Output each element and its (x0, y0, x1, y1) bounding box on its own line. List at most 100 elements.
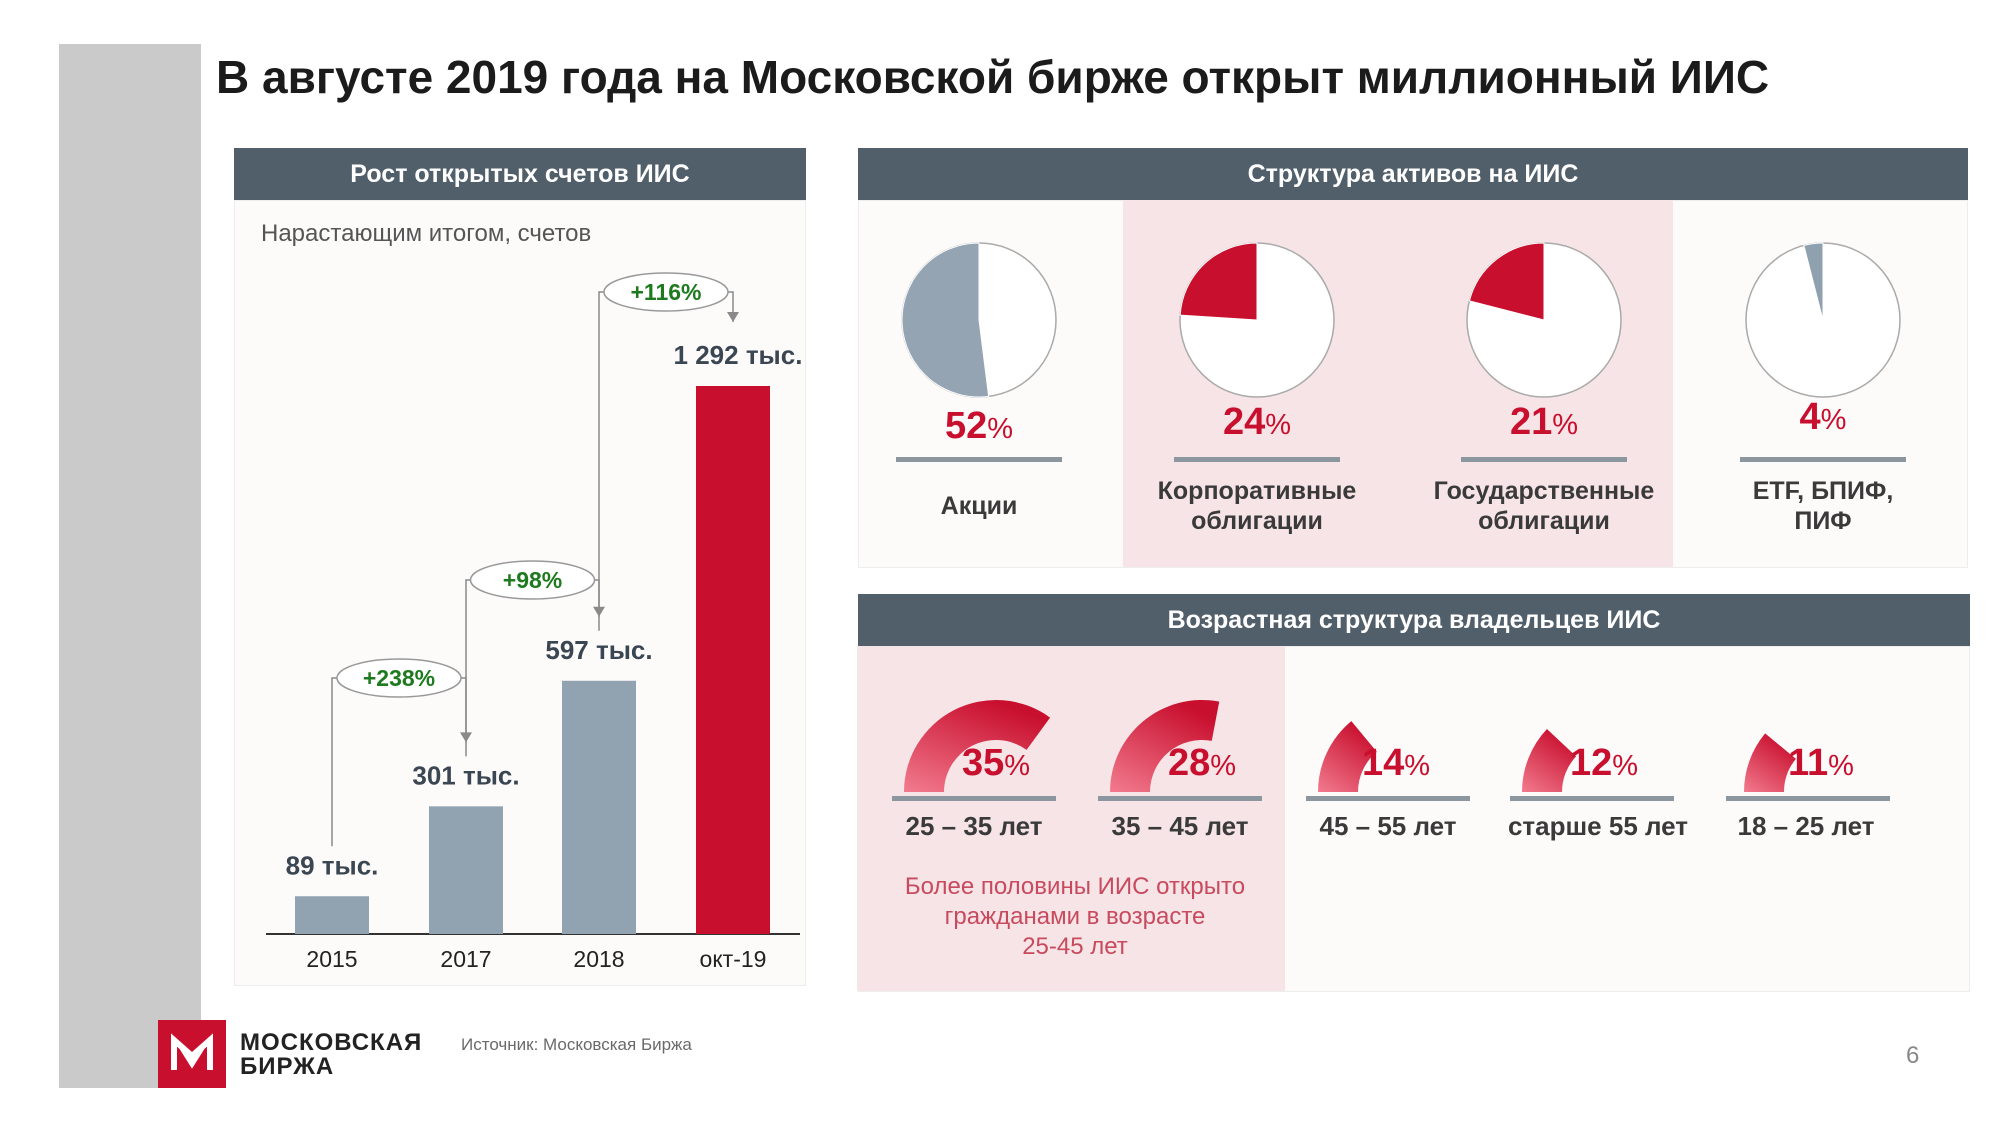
assets-pie-charts (901, 242, 1901, 398)
pie-slice (901, 242, 990, 398)
age-label: 18 – 25 лет (1737, 811, 1875, 841)
age-value-percent: % (1612, 750, 1639, 782)
asset-label-line: Государственные (1433, 477, 1655, 505)
growth-label: +116% (631, 279, 702, 305)
age-value-percent: % (1210, 750, 1237, 782)
asset-value-number: 52 (944, 405, 988, 447)
age-arc (1110, 700, 1220, 792)
age-value-number: 35 (962, 742, 1005, 784)
bar (295, 896, 369, 934)
bar-value-label: 597 тыс. (545, 635, 652, 665)
asset-divider (1461, 457, 1627, 462)
growth-badge (469, 560, 596, 600)
asset-value: 24% (1157, 401, 1357, 444)
asset-value: 21% (1444, 401, 1644, 444)
age-note-line: 25-45 лет (1022, 933, 1128, 960)
age-divider (1306, 796, 1470, 801)
asset-divider (1174, 457, 1340, 462)
age-value-percent: % (1404, 750, 1431, 782)
age-note: Более половины ИИС открыто гражданами в … (870, 872, 1280, 962)
asset-label-line: облигации (1191, 507, 1323, 535)
age-note-line: Более половины ИИС открыто (904, 873, 1246, 900)
age-divider (1726, 796, 1890, 801)
side-accent-bar (59, 44, 201, 1088)
age-divider (892, 796, 1056, 801)
age-value-number: 12 (1570, 742, 1613, 784)
growth-badge (336, 658, 462, 698)
asset-label-line: облигации (1478, 507, 1610, 535)
age-value: 28% (1168, 742, 1236, 785)
logo-line-2: БИРЖА (240, 1053, 335, 1080)
age-value-percent: % (1828, 750, 1854, 782)
asset-value: 4% (1723, 396, 1923, 439)
asset-label: Корпоративные облигации (1117, 476, 1397, 536)
asset-label-line: Корпоративные (1157, 477, 1357, 505)
asset-divider (1740, 457, 1906, 462)
source-note: Источник: Московская Биржа (461, 1035, 692, 1054)
asset-label-line: Акции (940, 492, 1018, 520)
moex-logo-mark (158, 1020, 226, 1088)
age-divider (1098, 796, 1262, 801)
age-divider (1510, 796, 1674, 801)
moex-logo-icon (171, 1033, 213, 1070)
growth-label: +98% (503, 567, 562, 593)
bar (562, 680, 636, 934)
age-value: 14% (1362, 742, 1430, 785)
asset-value-percent: % (1820, 404, 1847, 436)
age-note-line: гражданами в возрасте (944, 903, 1206, 930)
bar-value-label: 89 тыс. (286, 850, 379, 880)
age-value: 11% (1788, 742, 1854, 785)
asset-label: Акции (839, 491, 1119, 521)
moex-logo-text: МОСКОВСКАЯ БИРЖА (240, 1031, 422, 1079)
page-number: 6 (1906, 1042, 1920, 1069)
age-arc (1744, 733, 1796, 792)
bar (696, 386, 770, 934)
asset-value: 52% (879, 405, 1079, 448)
age-panel-header: Возрастная структура владельцев ИИС (858, 594, 1970, 646)
growth-bar-chart: 89 тыс. 2015 301 тыс. 2017 597 тыс. 2018 1 292… (266, 272, 803, 972)
age-arc-marks (904, 700, 1796, 792)
asset-label-line: ПИФ (1794, 507, 1852, 535)
asset-label: ETF, БПИФ, ПИФ (1683, 476, 1963, 536)
growth-subtitle: Нарастающим итогом, счетов (261, 220, 592, 247)
age-label: старше 55 лет (1507, 811, 1689, 841)
pie-slice (1803, 242, 1824, 321)
asset-label-line: ETF, БПИФ, (1752, 477, 1894, 505)
growth-panel-header: Рост открытых счетов ИИС (234, 148, 806, 200)
age-label: 45 – 55 лет (1319, 811, 1457, 841)
pie-slice (1179, 242, 1258, 321)
x-tick-label: 2018 (573, 946, 624, 972)
age-value: 12% (1570, 742, 1638, 785)
bar-value-label: 301 тыс. (412, 760, 519, 790)
x-tick-label: 2015 (306, 946, 357, 972)
bar-value-label: 1 292 тыс. (674, 340, 803, 370)
age-value-number: 28 (1168, 742, 1211, 784)
age-value-percent: % (1004, 750, 1031, 782)
age-arc (1318, 721, 1377, 792)
asset-label: Государственные облигации (1404, 476, 1684, 536)
asset-value-number: 4 (1799, 396, 1821, 438)
page-title: В августе 2019 года на Московской бирже … (216, 51, 1770, 103)
age-arc (904, 700, 1051, 792)
asset-value-percent: % (1552, 409, 1579, 441)
asset-value-percent: % (987, 413, 1014, 445)
asset-value-number: 21 (1509, 401, 1553, 443)
age-value-number: 14 (1362, 742, 1405, 784)
asset-value-percent: % (1265, 409, 1292, 441)
bar (429, 806, 503, 934)
x-tick-label: окт-19 (700, 946, 767, 972)
age-value: 35% (962, 742, 1030, 785)
growth-label: +238% (363, 665, 435, 691)
growth-badge (603, 272, 729, 312)
pie-slice (1468, 242, 1545, 321)
logo-line-1: МОСКОВСКАЯ (240, 1029, 423, 1056)
assets-panel-header: Структура активов на ИИС (858, 148, 1968, 200)
x-tick-label: 2017 (440, 946, 491, 972)
age-label: 25 – 35 лет (905, 811, 1043, 841)
asset-value-number: 24 (1222, 401, 1266, 443)
age-label: 35 – 45 лет (1111, 811, 1249, 841)
growth-arrowhead (727, 312, 739, 322)
age-value-number: 11 (1788, 742, 1829, 784)
asset-divider (896, 457, 1062, 462)
age-arc (1522, 729, 1577, 792)
